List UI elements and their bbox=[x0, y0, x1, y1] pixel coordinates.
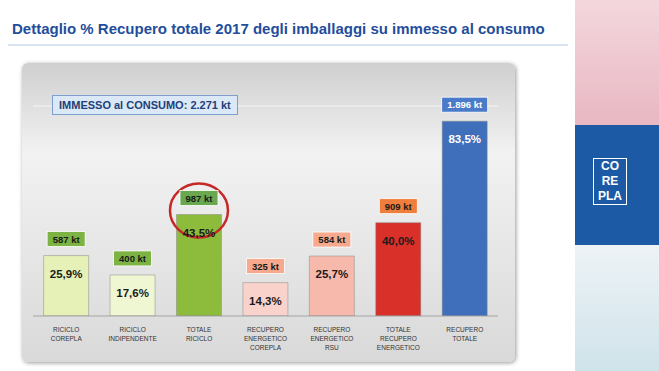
svg-text:325 kt: 325 kt bbox=[252, 261, 280, 272]
svg-text:TOTALERECUPEROENERGETICO: TOTALERECUPEROENERGETICO bbox=[377, 326, 420, 351]
svg-text:987 kt: 987 kt bbox=[186, 193, 214, 204]
svg-text:RICICLOCOREPLA: RICICLOCOREPLA bbox=[51, 326, 83, 342]
svg-text:14,3%: 14,3% bbox=[249, 295, 282, 307]
svg-text:83,5%: 83,5% bbox=[448, 133, 481, 145]
svg-text:40,0%: 40,0% bbox=[382, 235, 415, 247]
html-text:PLA: PLA bbox=[598, 189, 622, 203]
svg-text:400 kt: 400 kt bbox=[119, 253, 147, 264]
svg-text:43,5%: 43,5% bbox=[183, 227, 216, 239]
svg-text:RECUPEROENERGETICOCOREPLA: RECUPEROENERGETICOCOREPLA bbox=[244, 326, 287, 351]
svg-text:RICICLOINDIPENDENTE: RICICLOINDIPENDENTE bbox=[108, 326, 157, 342]
svg-text:587 kt: 587 kt bbox=[53, 234, 81, 245]
svg-text:25,9%: 25,9% bbox=[50, 268, 83, 280]
html-text:CO: CO bbox=[601, 159, 619, 173]
svg-text:RECUPEROENERGETICORSU: RECUPEROENERGETICORSU bbox=[310, 326, 353, 351]
svg-text:584 kt: 584 kt bbox=[318, 234, 346, 245]
svg-text:TOTALERICICLO: TOTALERICICLO bbox=[186, 326, 212, 342]
svg-text:25,7%: 25,7% bbox=[316, 268, 349, 280]
svg-text:17,6%: 17,6% bbox=[116, 287, 149, 299]
html-text:IMMESSO al CONSUMO: 2.271 kt: IMMESSO al CONSUMO: 2.271 kt bbox=[59, 99, 231, 111]
html-text:RE: RE bbox=[601, 174, 619, 188]
svg-text:1.896 kt: 1.896 kt bbox=[447, 99, 483, 110]
svg-text:909 kt: 909 kt bbox=[385, 201, 413, 212]
svg-text:RECUPEROTOTALE: RECUPEROTOTALE bbox=[446, 326, 483, 342]
html-text:Dettaglio % Recupero totale 20: Dettaglio % Recupero totale 2017 degli i… bbox=[12, 20, 545, 37]
